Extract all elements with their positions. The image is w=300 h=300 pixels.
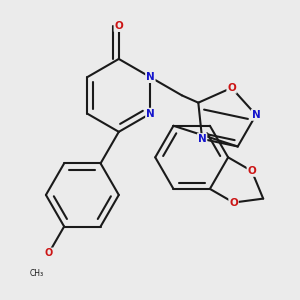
Text: O: O [44,248,53,258]
Text: N: N [198,134,206,144]
Text: O: O [248,166,256,176]
Text: O: O [114,21,123,31]
Text: N: N [146,109,155,118]
Text: O: O [227,83,236,93]
Text: O: O [229,198,238,208]
Text: CH₃: CH₃ [30,269,44,278]
Text: N: N [252,110,260,120]
Text: N: N [146,72,155,82]
